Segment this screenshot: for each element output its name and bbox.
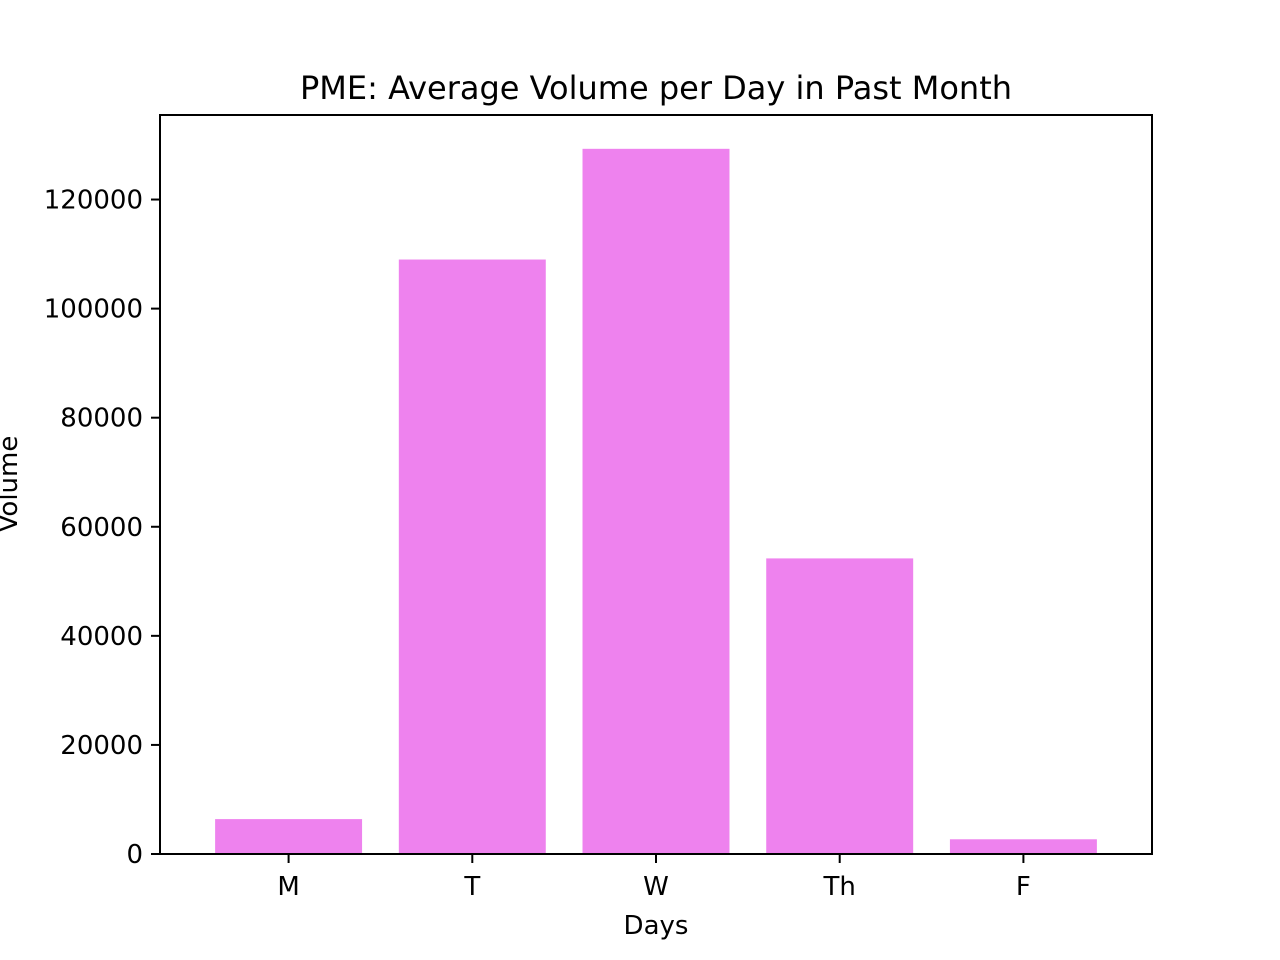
y-tick-label: 60000 [60,513,143,543]
x-tick-label: Th [823,872,856,902]
bar-t [398,259,546,854]
y-axis-label: Volume [0,436,24,533]
chart-title: PME: Average Volume per Day in Past Mont… [300,69,1012,107]
bars-layer [215,148,1097,854]
bar-f [949,839,1097,854]
y-tick-label: 120000 [44,186,143,216]
x-tick-label: F [1016,872,1031,902]
bar-th [766,558,914,854]
y-tick-label: 80000 [60,404,143,434]
x-axis-label: Days [624,911,689,941]
x-tick-label: M [277,872,299,902]
x-tick-label: T [463,872,480,902]
y-tick-label: 20000 [60,731,143,761]
y-tick-label: 100000 [44,295,143,325]
plot-frame [159,114,1153,855]
bar-w [582,148,730,854]
x-tick-label: W [643,872,669,902]
x-axis: M T W Th F [277,854,1031,902]
y-tick-label: 0 [126,840,143,870]
y-axis: 0 20000 40000 60000 80000 100000 120000 [44,186,160,870]
y-tick-label: 40000 [60,622,143,652]
bar-m [215,819,363,854]
